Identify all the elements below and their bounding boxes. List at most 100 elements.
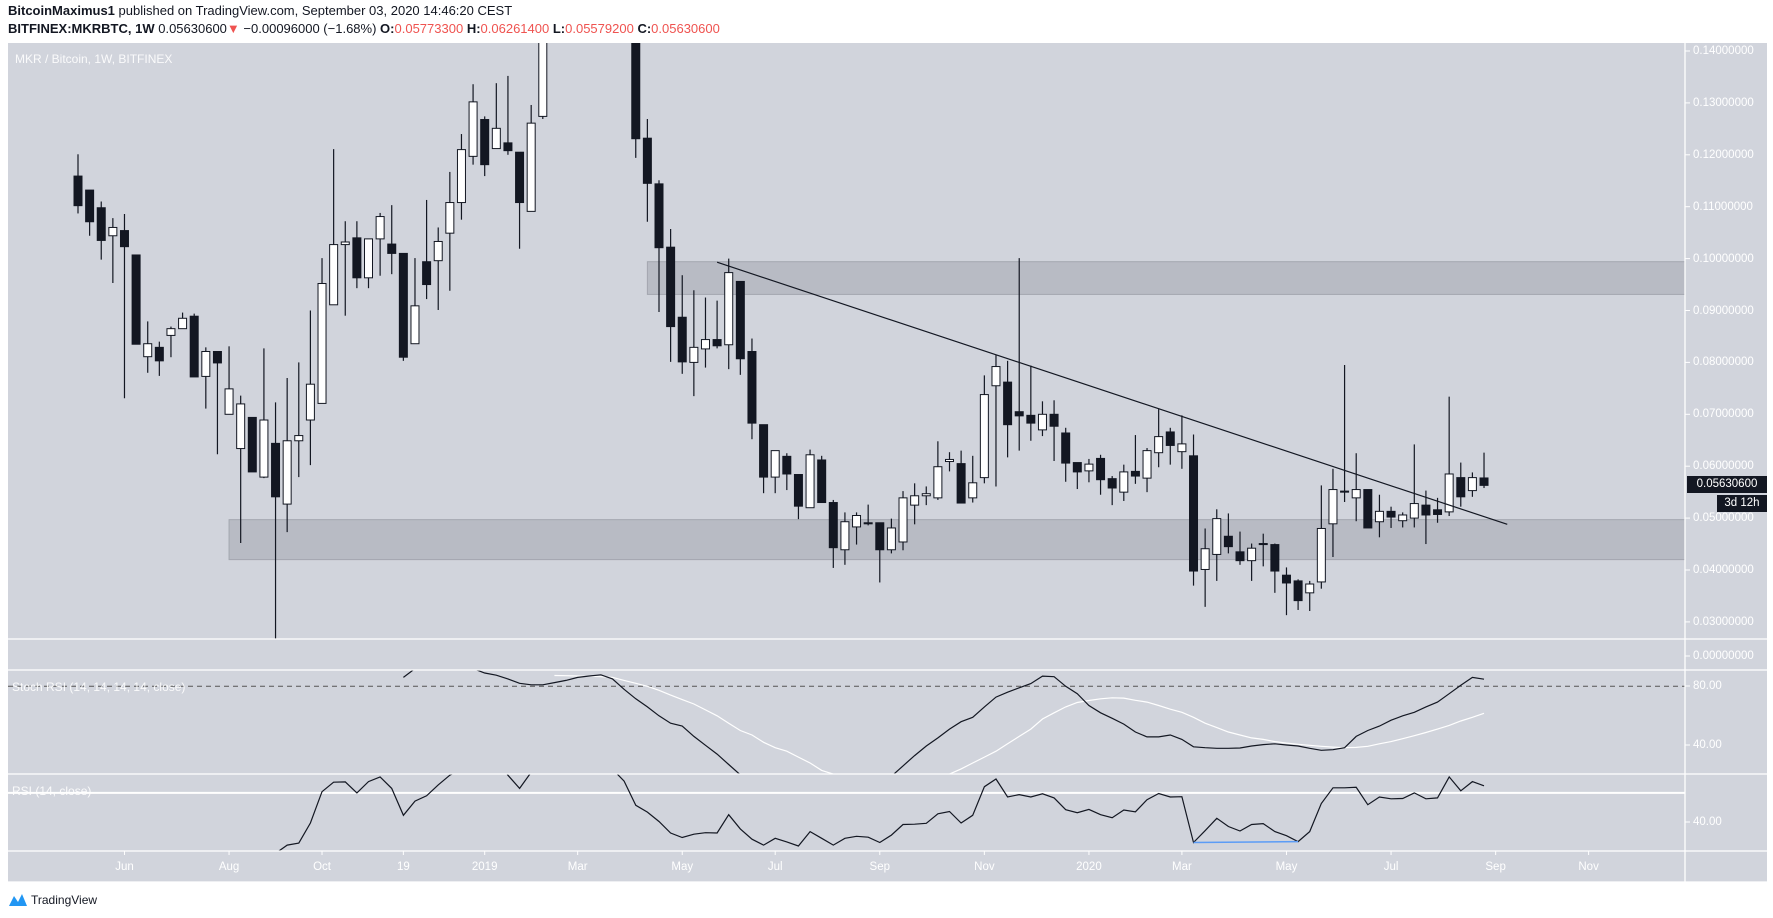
candle-up bbox=[852, 515, 862, 528]
time-tick-label: May bbox=[671, 861, 694, 873]
candle-down bbox=[1049, 413, 1059, 427]
candle-down bbox=[1386, 510, 1396, 518]
bar-countdown-label: 3d 12h bbox=[1717, 495, 1767, 512]
descending-trendline bbox=[716, 261, 1508, 525]
candle-down bbox=[642, 137, 652, 184]
candle-up bbox=[259, 419, 269, 478]
change-value: −0.00096000 (−1.68%) bbox=[243, 21, 377, 36]
candle-down bbox=[782, 455, 792, 475]
candle-down bbox=[1433, 509, 1443, 515]
price-tick-label: 0.08000000 bbox=[1693, 356, 1754, 369]
candle-up bbox=[1305, 583, 1315, 594]
candle-down bbox=[503, 142, 513, 152]
candle-down bbox=[1165, 431, 1175, 446]
candle-down bbox=[1003, 381, 1013, 426]
candle-down bbox=[1235, 551, 1245, 562]
rsi-title[interactable]: RSI (14, close) bbox=[12, 784, 92, 798]
candle-down bbox=[677, 316, 687, 363]
candle-down bbox=[654, 183, 664, 249]
price-tick-label: 0.07000000 bbox=[1693, 408, 1754, 421]
close-value: 0.05630600 bbox=[651, 21, 720, 36]
candle-up bbox=[1200, 548, 1210, 570]
rsi-tick-40: 40.00 bbox=[1693, 816, 1722, 828]
candle-down bbox=[1130, 470, 1140, 477]
symbol-label: BITFINEX:MKRBTC, 1W bbox=[8, 21, 155, 36]
candle-up bbox=[1374, 510, 1384, 523]
high-label: H: bbox=[466, 21, 481, 36]
candle-down bbox=[1281, 574, 1291, 584]
candle-down bbox=[793, 474, 803, 507]
rsi-divergence-line bbox=[1193, 840, 1299, 844]
price-tick-label: 0.10000000 bbox=[1693, 252, 1754, 265]
candle-down bbox=[387, 243, 397, 254]
time-tick-label: Nov bbox=[1578, 861, 1599, 873]
candle-up bbox=[282, 440, 292, 505]
candle-up bbox=[224, 388, 234, 415]
candle-down bbox=[119, 230, 129, 248]
logo-text: TradingView bbox=[31, 893, 98, 907]
candle-down bbox=[422, 261, 432, 286]
candle-up bbox=[375, 216, 385, 240]
time-tick-label: Jul bbox=[1383, 861, 1399, 873]
stoch-rsi-title[interactable]: Stoch RSI (14, 14, 14, 14, close) bbox=[12, 680, 186, 694]
candle-up bbox=[1142, 450, 1152, 479]
candle-down bbox=[1270, 544, 1280, 572]
tradingview-logo[interactable]: TradingView bbox=[8, 893, 97, 907]
candle-up bbox=[700, 339, 710, 350]
close-label: C: bbox=[637, 21, 652, 36]
price-tick-label: 0.04000000 bbox=[1693, 564, 1754, 576]
candle-down bbox=[631, 43, 641, 140]
candle-down bbox=[712, 339, 722, 347]
candle-down bbox=[1096, 457, 1106, 481]
time-tick-label: Mar bbox=[567, 861, 588, 873]
candle-up bbox=[340, 241, 350, 246]
publish-text: published on TradingView.com, September … bbox=[114, 3, 513, 18]
candle-up bbox=[410, 305, 420, 345]
price-tick-label: 0.11000000 bbox=[1693, 200, 1753, 213]
candle-up bbox=[1328, 489, 1338, 525]
candle-down bbox=[189, 315, 199, 378]
candle-up bbox=[468, 101, 478, 157]
time-tick-label: 2020 bbox=[1076, 861, 1102, 873]
author-name[interactable]: BitcoinMaximus1 bbox=[8, 3, 115, 18]
candle-down bbox=[759, 424, 769, 478]
candle-down bbox=[1479, 477, 1489, 486]
candle-up bbox=[945, 458, 954, 463]
last-price-label: 0.05630600 bbox=[1687, 476, 1767, 493]
time-tick-label: Jun bbox=[115, 861, 134, 873]
stoch-tick-80: 80.00 bbox=[1693, 680, 1722, 692]
candle-up bbox=[317, 283, 327, 404]
candle-up bbox=[108, 226, 118, 237]
candle-up bbox=[1398, 514, 1408, 522]
symbol-info-bar: BITFINEX:MKRBTC, 1W 0.05630600 ▼ −0.00096… bbox=[8, 21, 720, 36]
price-tick-label: 0.12000000 bbox=[1693, 148, 1754, 161]
candle-up bbox=[538, 43, 548, 117]
time-tick-label: Sep bbox=[1485, 861, 1506, 873]
time-tick-label: Mar bbox=[1171, 861, 1192, 873]
price-tick-label: 0.05000000 bbox=[1693, 512, 1754, 525]
candle-up bbox=[1084, 463, 1094, 472]
low-value: 0.05579200 bbox=[565, 21, 634, 36]
time-tick-label: Sep bbox=[869, 861, 890, 873]
candle-up bbox=[305, 383, 315, 421]
time-tick-label: Oct bbox=[313, 861, 331, 873]
candle-down bbox=[480, 119, 490, 166]
candle-down bbox=[828, 502, 838, 549]
candle-down bbox=[154, 346, 164, 362]
time-tick-label: 19 bbox=[396, 861, 410, 873]
candle-up bbox=[1177, 443, 1187, 453]
price-tick-label: 0.03000000 bbox=[1693, 615, 1754, 628]
candle-up bbox=[236, 403, 246, 450]
candle-up bbox=[689, 346, 699, 363]
stoch-tick-40: 40.00 bbox=[1693, 739, 1722, 751]
candle-up bbox=[1409, 503, 1419, 519]
candle-up bbox=[886, 527, 896, 551]
down-arrow-icon: ▼ bbox=[226, 21, 240, 36]
candle-up bbox=[1154, 436, 1164, 454]
candle-up bbox=[724, 272, 734, 346]
candle-down bbox=[1072, 462, 1082, 473]
candle-down bbox=[956, 463, 966, 504]
candle-down bbox=[1107, 478, 1117, 489]
candle-down bbox=[1456, 477, 1466, 498]
